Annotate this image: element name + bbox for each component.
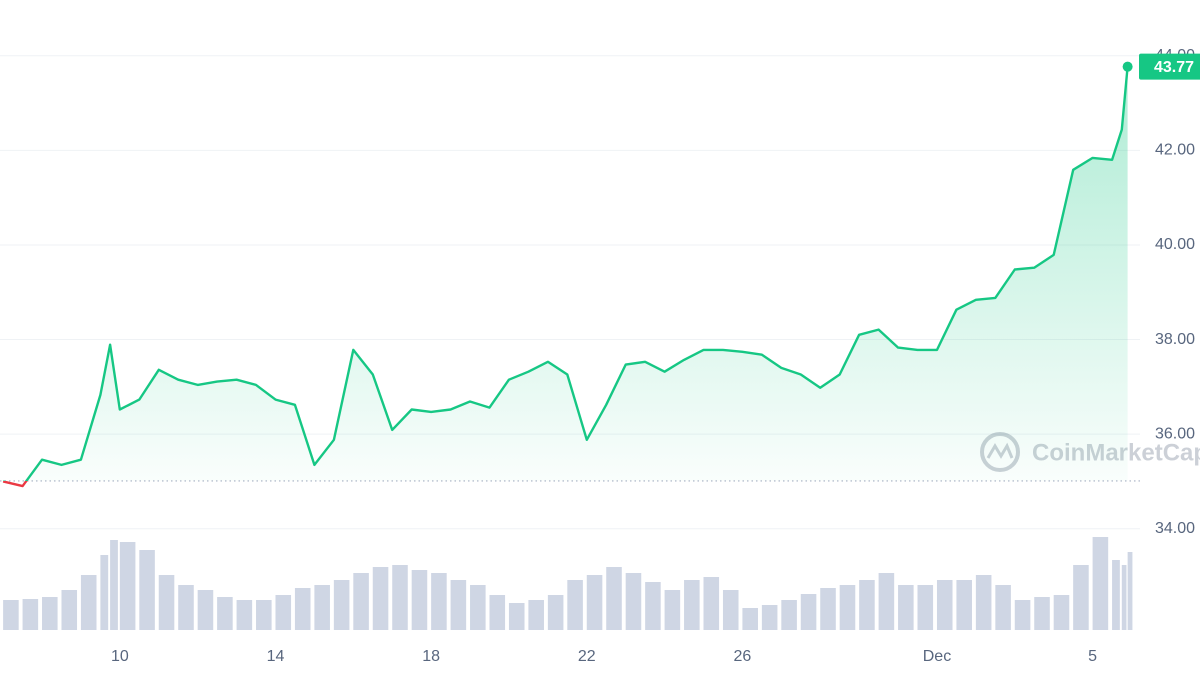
volume-bar xyxy=(586,575,603,630)
y-tick-label: 38.00 xyxy=(1155,331,1195,348)
area-fill xyxy=(26,66,1128,481)
volume-bar xyxy=(22,599,39,630)
volume-bar xyxy=(1053,595,1070,630)
volume-bar xyxy=(645,582,661,630)
volume-bar xyxy=(411,570,428,630)
volume-bar xyxy=(1014,600,1031,630)
volume-bar xyxy=(1073,565,1089,630)
volume-bar xyxy=(606,567,622,630)
price-line xyxy=(2,66,1129,488)
y-tick-label: 40.00 xyxy=(1155,236,1195,253)
volume-bar xyxy=(781,600,797,630)
y-tick-label: 36.00 xyxy=(1155,425,1195,442)
volume-bar xyxy=(703,577,720,630)
volume-bar xyxy=(217,597,233,630)
x-tick-label: 14 xyxy=(267,648,285,665)
volume-bar xyxy=(956,580,972,630)
volume-bar xyxy=(722,590,739,630)
x-tick-label: 22 xyxy=(578,648,596,665)
volume-bar xyxy=(431,573,447,630)
volume-bar xyxy=(314,585,330,630)
volume-bar xyxy=(995,585,1011,630)
x-tick-label: 26 xyxy=(734,648,752,665)
volume-bar xyxy=(742,608,758,630)
x-tick-label: 18 xyxy=(422,648,440,665)
volume-bar xyxy=(1092,537,1109,630)
volume-bar xyxy=(470,585,486,630)
volume-bar xyxy=(547,595,564,630)
x-tick-label: 5 xyxy=(1088,648,1097,665)
volume-bar xyxy=(761,605,778,630)
last-price-tag xyxy=(1139,53,1200,80)
volume-bar xyxy=(664,590,681,630)
volume-bar xyxy=(1121,565,1127,630)
y-tick-label: 34.00 xyxy=(1155,520,1195,537)
volume-bar xyxy=(859,580,875,630)
volume-bar xyxy=(178,585,194,630)
volume-bar xyxy=(1127,552,1133,630)
volume-bar xyxy=(3,600,19,630)
volume-bar xyxy=(294,588,311,630)
last-point xyxy=(1122,61,1133,72)
volume-bar xyxy=(42,597,58,630)
volume-bar xyxy=(1112,560,1120,630)
volume-bar xyxy=(61,590,78,630)
volume-bar xyxy=(110,540,118,630)
volume-bar xyxy=(372,567,389,630)
volume-bar xyxy=(528,600,544,630)
volume-bar xyxy=(353,573,369,630)
volume-bar xyxy=(256,600,272,630)
volume-bar xyxy=(333,580,350,630)
volume-bar xyxy=(936,580,953,630)
volume-bar xyxy=(450,580,467,630)
volume-bar xyxy=(625,573,642,630)
volume-bar xyxy=(684,580,700,630)
volume-bar xyxy=(898,585,914,630)
volume-bar xyxy=(158,575,175,630)
volume-bar xyxy=(100,555,109,630)
volume-bar xyxy=(236,600,253,630)
volume-bar xyxy=(139,550,155,630)
volume-bar xyxy=(119,542,136,630)
x-tick-label: Dec xyxy=(923,648,951,665)
volume-bar xyxy=(392,565,408,630)
volume-bar xyxy=(275,595,292,630)
volume-bar xyxy=(878,573,895,630)
volume-bar xyxy=(567,580,583,630)
volume-bar xyxy=(1034,597,1050,630)
last-price-label: 43.77 xyxy=(1154,59,1194,76)
volume-bar xyxy=(489,595,506,630)
volume-bar xyxy=(197,590,214,630)
x-tick-label: 10 xyxy=(111,648,129,665)
volume-bar xyxy=(80,575,97,630)
y-tick-label: 42.00 xyxy=(1155,142,1195,159)
volume-bar xyxy=(975,575,992,630)
volume-bar xyxy=(917,585,934,630)
volume-bar xyxy=(800,594,817,630)
volume-bar xyxy=(508,603,525,630)
volume-bar xyxy=(820,588,836,630)
volume-bar xyxy=(839,585,856,630)
